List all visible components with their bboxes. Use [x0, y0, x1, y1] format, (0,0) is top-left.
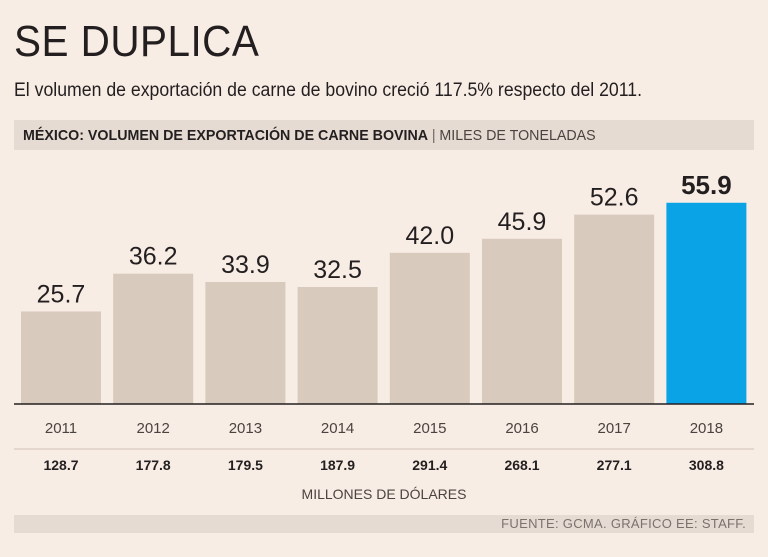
usd-value-2011: 128.7 — [43, 457, 78, 473]
value-label-2015: 42.0 — [405, 222, 454, 250]
bar-chart: 25.7 2011 128.7 36.2 2012 177.8 33.9 2013 179.5 3… — [14, 170, 754, 502]
usd-value-2016: 268.1 — [504, 457, 539, 473]
value-label-2012: 36.2 — [129, 243, 178, 271]
value-label-2014: 32.5 — [313, 256, 362, 284]
chart-title-bar: MÉXICO: VOLUMEN DE EXPORTACIÓN DE CARNE … — [14, 120, 754, 150]
secondary-axis-label: MILLONES DE DÓLARES — [302, 486, 467, 502]
chart-title-text: MÉXICO: VOLUMEN DE EXPORTACIÓN DE CARNE … — [23, 127, 596, 144]
bar-2018 — [666, 202, 747, 404]
subtitle: El volumen de exportación de carne de bo… — [14, 80, 643, 101]
bar-2014 — [297, 287, 378, 404]
bar-2011 — [21, 311, 101, 404]
value-label-2011: 25.7 — [37, 280, 86, 308]
value-label-2018: 55.9 — [681, 170, 732, 200]
bar-2013 — [205, 281, 286, 404]
usd-value-2013: 179.5 — [228, 457, 263, 473]
year-label-2015: 2015 — [413, 420, 446, 437]
year-label-2011: 2011 — [45, 420, 77, 437]
year-label-2014: 2014 — [321, 420, 354, 437]
bar-2015 — [389, 252, 470, 404]
year-label-2017: 2017 — [598, 420, 631, 437]
usd-value-2014: 187.9 — [320, 457, 355, 473]
value-label-2013: 33.9 — [221, 251, 270, 279]
source-note: FUENTE: GCMA. GRÁFICO EE: STAFF. — [501, 516, 746, 531]
headline: SE DUPLICA — [14, 17, 260, 66]
usd-value-2012: 177.8 — [136, 457, 171, 473]
bar-2012 — [113, 273, 194, 404]
chart-title-separator: | — [431, 127, 436, 144]
usd-value-2018: 308.8 — [689, 457, 724, 473]
value-label-2017: 52.6 — [590, 184, 639, 212]
year-label-2013: 2013 — [229, 420, 262, 437]
usd-value-2017: 277.1 — [597, 457, 632, 473]
value-label-2016: 45.9 — [498, 208, 547, 236]
bar-2017 — [574, 214, 655, 404]
usd-value-2015: 291.4 — [412, 457, 447, 473]
year-label-2012: 2012 — [137, 420, 170, 437]
year-label-2018: 2018 — [690, 420, 723, 437]
footer-bar: FUENTE: GCMA. GRÁFICO EE: STAFF. — [14, 515, 754, 533]
bar-2016 — [482, 238, 562, 404]
chart-title: MÉXICO: VOLUMEN DE EXPORTACIÓN DE CARNE … — [23, 127, 429, 144]
year-label-2016: 2016 — [505, 420, 538, 437]
chart-unit: MILES DE TONELADAS — [439, 127, 596, 144]
